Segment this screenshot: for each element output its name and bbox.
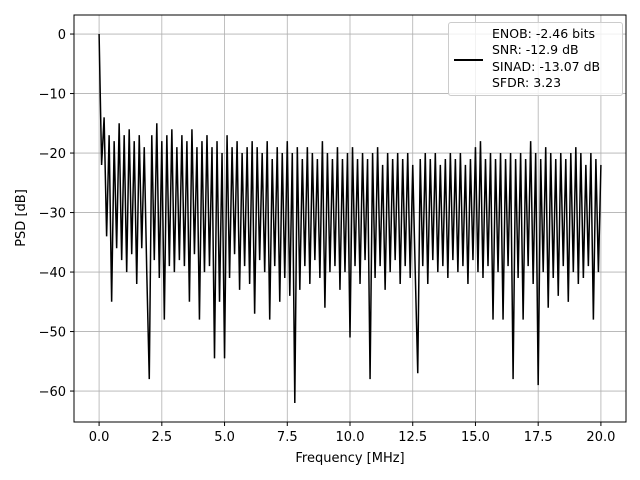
x-tick-label: 10.0 — [336, 430, 365, 445]
y-tick-label: −30 — [39, 207, 66, 222]
plot-frame — [73, 14, 627, 423]
y-tick-label: 0 — [58, 28, 66, 43]
x-tick-label: 12.5 — [398, 430, 427, 445]
x-axis-label: Frequency [MHz] — [295, 451, 404, 466]
x-tick-label: 5.0 — [214, 430, 235, 445]
x-tick-label: 20.0 — [586, 430, 615, 445]
x-tick-label: 15.0 — [461, 430, 490, 445]
x-tick-label: 2.5 — [151, 430, 172, 445]
y-tick-label: −40 — [39, 266, 66, 281]
legend-label: ENOB: -2.46 bits SNR: -12.9 dB SINAD: -1… — [492, 26, 601, 90]
legend-swatch — [454, 59, 483, 61]
y-tick-label: −60 — [39, 385, 66, 400]
y-tick-label: −50 — [39, 326, 66, 341]
y-tick-label: −10 — [39, 88, 66, 103]
x-tick-label: 0.0 — [89, 430, 110, 445]
y-axis-label: PSD [dB] — [14, 189, 29, 247]
legend: ENOB: -2.46 bits SNR: -12.9 dB SINAD: -1… — [448, 22, 623, 96]
data-line — [98, 34, 602, 403]
x-tick-label: 17.5 — [524, 430, 553, 445]
y-tick-label: −20 — [39, 147, 66, 162]
x-tick-label: 7.5 — [277, 430, 298, 445]
